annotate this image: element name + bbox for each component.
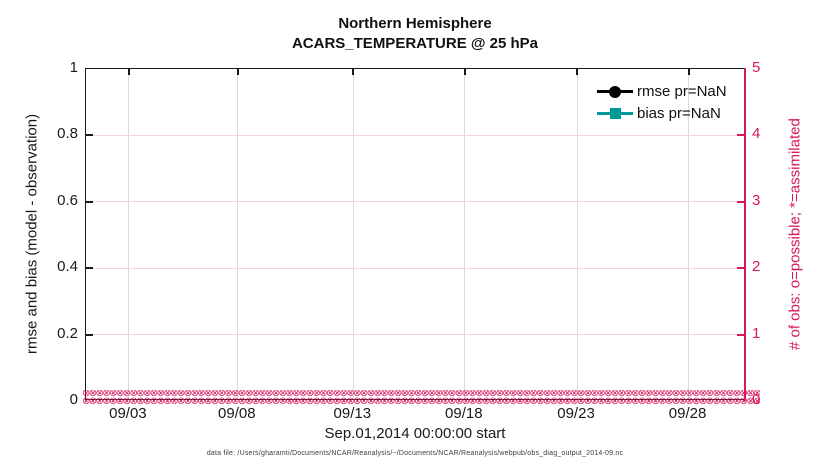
x-tick-label: 09/03 — [109, 405, 147, 422]
x-axis-tick — [687, 69, 690, 75]
right-y-tick-label: 2 — [752, 258, 761, 276]
x-axis-tick — [127, 69, 130, 75]
vertical-gridline — [688, 69, 690, 399]
right-y-axis-tick — [737, 267, 744, 270]
left-y-axis-tick — [86, 267, 93, 270]
right-y-axis-tick — [737, 134, 744, 137]
right-y-tick-label: 5 — [752, 59, 761, 76]
chart-title-line2: ACARS_TEMPERATURE @ 25 hPa — [291, 35, 539, 52]
obs-count-marker-band: ⊗⊗⊗⊗⊗⊗⊗⊗⊗⊗⊗⊗⊗⊗⊗⊗⊗⊗⊗⊗⊗⊗⊗⊗⊗⊗⊗⊗⊗⊗⊗⊗⊗⊗⊗⊗⊗⊗⊗⊗… — [82, 390, 760, 406]
legend-item: bias pr=NaN — [597, 102, 727, 124]
right-y-tick-label: 0 — [752, 391, 761, 408]
left-y-tick-label: 0 — [69, 391, 78, 408]
x-axis-tick — [576, 69, 579, 75]
legend: rmse pr=NaN bias pr=NaN — [597, 80, 727, 124]
vertical-gridline — [576, 69, 578, 399]
horizontal-gridline — [86, 334, 744, 336]
right-y-tick-label: 1 — [752, 324, 761, 342]
vertical-gridline — [237, 69, 239, 399]
vertical-gridline — [128, 69, 130, 399]
legend-item-label: rmse pr=NaN — [637, 82, 727, 100]
horizontal-gridline — [86, 134, 744, 136]
obs-marker-row: ⊗⊗⊗⊗⊗⊗⊗⊗⊗⊗⊗⊗⊗⊗⊗⊗⊗⊗⊗⊗⊗⊗⊗⊗⊗⊗⊗⊗⊗⊗⊗⊗⊗⊗⊗⊗⊗⊗⊗⊗… — [82, 395, 760, 406]
x-tick-label: 09/13 — [333, 405, 372, 422]
rmse-circle-marker-icon — [609, 85, 621, 98]
x-axis-tick — [352, 69, 355, 75]
x-tick-label: 09/28 — [668, 405, 707, 422]
data-file-caption: data file: /Users/gharamti/Documents/NCA… — [206, 450, 624, 457]
legend-item-label: bias pr=NaN — [637, 104, 721, 122]
x-axis-label: Sep.01,2014 00:00:00 start — [324, 425, 506, 442]
left-y-tick-label: 0.4 — [57, 258, 78, 276]
chart-title: Northern Hemisphere ACARS_TEMPERATURE @ … — [0, 14, 830, 54]
chart-title-line1: Northern Hemisphere — [338, 15, 492, 32]
right-axis-line — [744, 67, 746, 401]
plot-area — [85, 67, 746, 401]
legend-line — [597, 106, 633, 120]
bias-square-marker-icon — [609, 108, 621, 119]
x-tick-label: 09/18 — [445, 405, 483, 422]
legend-line — [597, 84, 633, 98]
right-y-axis-tick — [737, 200, 744, 203]
left-y-axis-tick — [86, 333, 93, 336]
legend-item: rmse pr=NaN — [597, 80, 727, 102]
vertical-gridline — [464, 69, 466, 399]
right-y-tick-label: 3 — [752, 191, 761, 209]
horizontal-gridline — [86, 267, 744, 269]
x-axis-tick — [463, 69, 466, 75]
x-tick-label: 09/23 — [557, 405, 595, 422]
left-y-tick-label: 0.6 — [57, 191, 78, 209]
left-y-tick-label: 0.8 — [57, 125, 78, 143]
left-y-axis-tick — [86, 200, 93, 203]
right-y-tick-label: 4 — [752, 125, 761, 143]
left-y-axis-label: rmse and bias (model - observation) — [23, 113, 41, 355]
left-y-axis-tick — [86, 134, 93, 137]
x-tick-label: 09/08 — [218, 405, 256, 422]
vertical-gridline — [352, 69, 354, 399]
right-y-axis-tick — [737, 333, 744, 336]
left-y-tick-label: 0.2 — [57, 324, 78, 342]
obs-marker-row: ⊗⊗⊗⊗⊗⊗⊗⊗⊗⊗⊗⊗⊗⊗⊗⊗⊗⊗⊗⊗⊗⊗⊗⊗⊗⊗⊗⊗⊗⊗⊗⊗⊗⊗⊗⊗⊗⊗⊗⊗… — [82, 390, 760, 399]
right-y-axis-label: # of obs: o=possible; *=assimilated — [786, 118, 804, 350]
left-y-tick-label: 1 — [69, 59, 78, 76]
x-axis-tick — [236, 69, 239, 75]
horizontal-gridline — [86, 201, 744, 203]
